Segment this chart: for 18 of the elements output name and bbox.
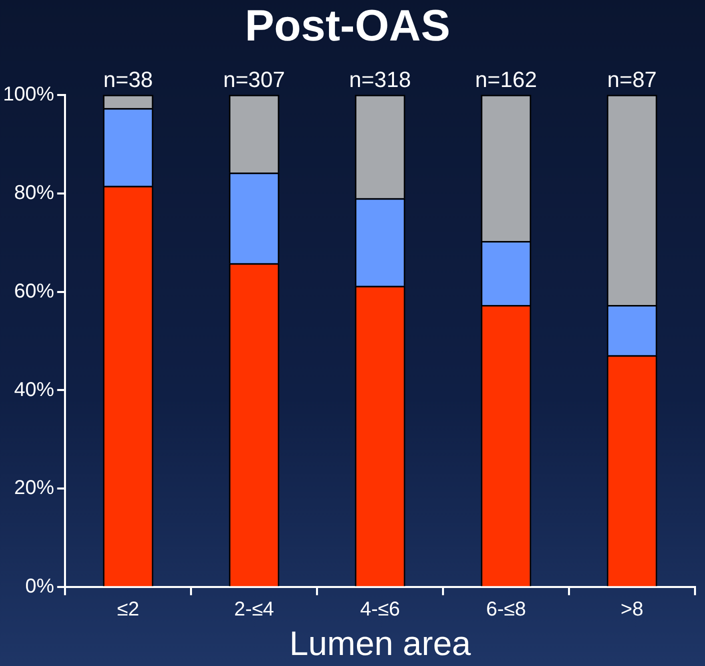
x-tick-label: ≤2 <box>117 598 140 621</box>
annotation: n=162 <box>475 66 537 92</box>
annotation: n=87 <box>607 66 657 92</box>
annotation: n=38 <box>103 66 153 92</box>
x-tick-label: >8 <box>620 598 644 621</box>
x-axis-title: Lumen area <box>289 624 471 663</box>
y-tick-label: 80% <box>14 182 54 204</box>
x-tick-label: 4-≤6 <box>360 598 400 621</box>
annotation: n=318 <box>349 66 411 92</box>
annotation: n=307 <box>223 66 286 92</box>
x-tick-label: 6-≤8 <box>486 598 526 621</box>
y-tick-label: 60% <box>14 280 54 302</box>
chart-title: Post-OAS <box>244 2 450 51</box>
y-tick-label: 100% <box>2 83 54 106</box>
y-tick-label: 0% <box>25 576 54 598</box>
y-tick-label: 40% <box>14 378 54 401</box>
x-tick-label: 2-≤4 <box>234 598 274 621</box>
y-tick-label: 20% <box>14 477 54 500</box>
